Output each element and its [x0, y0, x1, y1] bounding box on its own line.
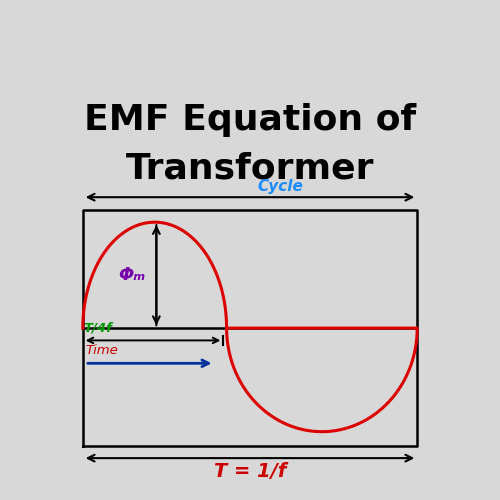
Text: T = 1/f: T = 1/f	[214, 462, 286, 480]
Text: T/4f: T/4f	[84, 322, 112, 334]
Text: EMF Equation of: EMF Equation of	[84, 103, 416, 137]
Text: Cycle: Cycle	[258, 178, 304, 194]
Text: Time: Time	[86, 344, 118, 356]
Text: Transformer: Transformer	[126, 152, 374, 186]
Text: Φₘ: Φₘ	[118, 266, 146, 284]
